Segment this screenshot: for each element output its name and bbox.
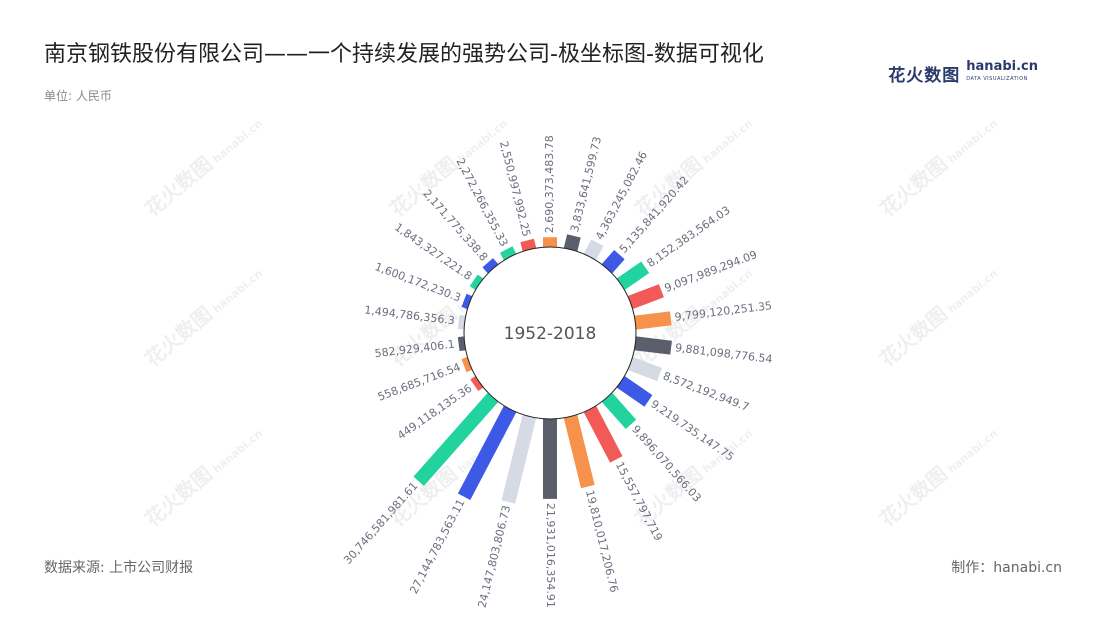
bar-group	[482, 258, 499, 274]
unit-label: 单位: 人民币	[44, 89, 112, 103]
bar	[616, 376, 653, 407]
data-label: 30,746,581,981.61	[341, 480, 420, 567]
maker-credit: 制作：hanabi.cn	[951, 560, 1062, 576]
bar-group	[583, 239, 604, 261]
bar-group	[563, 414, 595, 489]
inner-circle	[463, 246, 637, 420]
data-label: 9,881,098,776.54	[674, 341, 773, 366]
data-label: 15,557,797,719	[613, 460, 665, 544]
bar-group	[461, 356, 473, 373]
bar	[634, 336, 672, 355]
bar	[627, 284, 664, 310]
data-label: 27,144,783,563.11	[407, 497, 467, 596]
bar	[470, 376, 484, 392]
bar	[543, 237, 557, 247]
data-label: 8,572,192,949.7	[661, 369, 751, 413]
bar-group	[616, 376, 653, 407]
bar	[461, 356, 473, 373]
bar	[583, 405, 623, 463]
bar	[583, 239, 604, 261]
bar	[499, 246, 517, 261]
page-title: 南京钢铁股份有限公司——一个持续发展的强势公司-极坐标图-数据可视化	[44, 42, 764, 67]
logo-text-en: hanabi.cn	[966, 59, 1038, 74]
bar-group	[601, 392, 637, 429]
data-label: 3,833,641,599.73	[568, 135, 604, 233]
logo-text-cn: 花火数图	[888, 65, 961, 86]
bar	[634, 311, 672, 330]
bar-group	[469, 274, 484, 290]
bar-group	[520, 238, 537, 252]
bar-group	[627, 284, 664, 310]
bar	[461, 293, 473, 310]
brand-logo: 花火数图 hanabi.cn DATA VISUALIZATION	[888, 58, 1038, 88]
bar-group	[543, 419, 557, 499]
bar-group	[563, 234, 581, 252]
bar-group	[457, 336, 466, 352]
bar-group	[616, 261, 650, 290]
data-label: 9,097,989,294.09	[663, 248, 759, 295]
bar	[616, 261, 650, 290]
logo-text-en-group: hanabi.cn DATA VISUALIZATION	[966, 59, 1038, 85]
bar-group	[461, 293, 473, 310]
bar	[543, 419, 557, 499]
center-label: 1952-2018	[504, 324, 597, 344]
bar-group	[634, 336, 672, 355]
bar-group	[499, 246, 517, 261]
bar	[457, 405, 517, 500]
data-label: 9,799,120,251.35	[674, 299, 773, 324]
bar-group	[627, 356, 663, 382]
bar	[413, 392, 499, 486]
bar	[469, 274, 484, 290]
bar-group	[470, 376, 484, 392]
bar	[457, 336, 466, 352]
data-label: 21,931,016,354.91	[544, 503, 557, 608]
bar	[563, 234, 581, 252]
data-label: 1,494,786,356.3	[364, 304, 456, 328]
bar	[601, 249, 625, 274]
data-source: 数据来源: 上市公司财报	[44, 560, 194, 576]
bar	[457, 314, 466, 330]
bar-group	[634, 311, 672, 330]
data-label: 2,690,373,483.78	[543, 135, 556, 233]
bar	[563, 414, 595, 489]
data-label: 24,147,803,806.73	[475, 504, 513, 609]
logo-text-sub: DATA VISUALIZATION	[966, 76, 1028, 82]
bar-group	[413, 392, 499, 486]
bar	[627, 356, 663, 382]
data-label: 19,810,017,206.76	[583, 489, 621, 594]
bar-group	[457, 314, 466, 330]
bar	[601, 392, 637, 429]
bar-group	[543, 237, 557, 247]
data-label: 582,929,406.1	[374, 338, 455, 361]
bars-layer	[413, 234, 672, 504]
bar-group	[457, 405, 517, 500]
bar	[520, 238, 537, 252]
bar	[482, 258, 499, 274]
bar-group	[501, 414, 537, 504]
bar-group	[601, 249, 625, 274]
data-label: 2,550,997,992.25	[497, 140, 533, 238]
bar-group	[583, 405, 623, 463]
bar	[501, 414, 537, 504]
